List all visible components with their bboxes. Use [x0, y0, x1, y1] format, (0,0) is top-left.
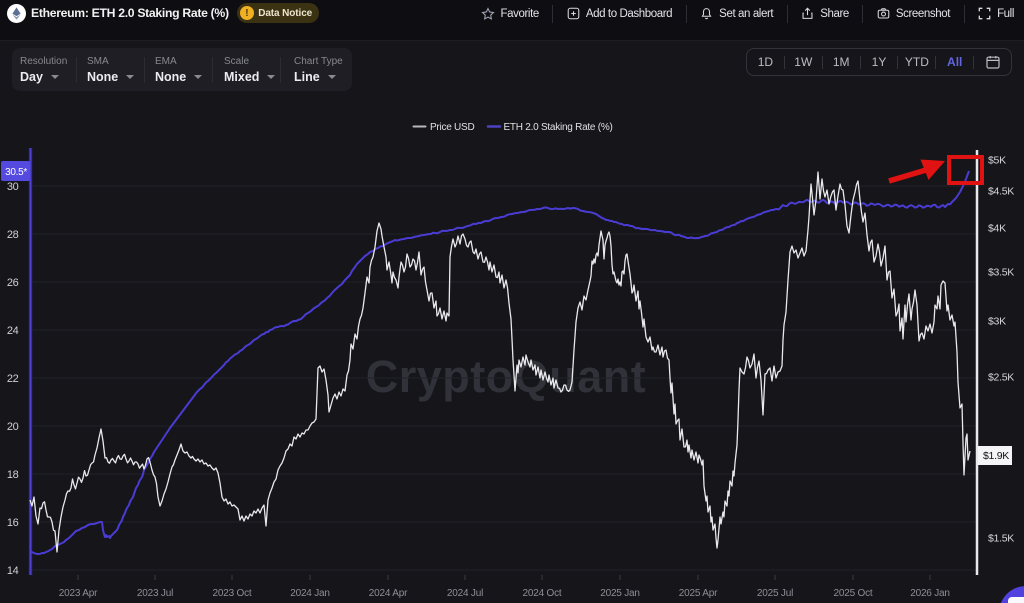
- svg-text:2024 Jul: 2024 Jul: [447, 588, 483, 599]
- svg-text:2025 Apr: 2025 Apr: [679, 588, 718, 599]
- svg-text:20: 20: [7, 421, 19, 433]
- svg-text:2024 Apr: 2024 Apr: [369, 588, 408, 599]
- svg-text:28: 28: [7, 229, 19, 241]
- svg-text:$4.5K: $4.5K: [988, 186, 1014, 198]
- svg-text:$3.5K: $3.5K: [988, 267, 1014, 279]
- svg-text:2023 Jul: 2023 Jul: [137, 588, 173, 599]
- svg-text:2024 Jan: 2024 Jan: [290, 588, 330, 599]
- svg-text:22: 22: [7, 373, 19, 385]
- svg-text:30.5*: 30.5*: [5, 167, 27, 178]
- svg-text:Price USD: Price USD: [430, 122, 474, 133]
- svg-text:2026 Jan: 2026 Jan: [910, 588, 950, 599]
- svg-text:$1.5K: $1.5K: [988, 533, 1014, 545]
- svg-text:ETH 2.0 Staking Rate (%): ETH 2.0 Staking Rate (%): [504, 122, 613, 133]
- svg-text:$5K: $5K: [988, 155, 1006, 167]
- svg-text:$3K: $3K: [988, 316, 1006, 328]
- svg-text:2025 Jul: 2025 Jul: [757, 588, 793, 599]
- svg-text:24: 24: [7, 325, 19, 337]
- svg-text:18: 18: [7, 469, 19, 481]
- svg-text:2023 Apr: 2023 Apr: [59, 588, 98, 599]
- svg-text:CryptoQuant: CryptoQuant: [366, 351, 647, 402]
- svg-text:16: 16: [7, 517, 19, 529]
- svg-text:2024 Oct: 2024 Oct: [523, 588, 562, 599]
- svg-text:$2.5K: $2.5K: [988, 372, 1014, 384]
- svg-text:2025 Jan: 2025 Jan: [600, 588, 640, 599]
- svg-text:$4K: $4K: [988, 223, 1006, 235]
- svg-text:$1.9K: $1.9K: [983, 450, 1009, 462]
- svg-text:30: 30: [7, 181, 19, 193]
- svg-text:26: 26: [7, 277, 19, 289]
- svg-text:2025 Oct: 2025 Oct: [834, 588, 873, 599]
- svg-text:14: 14: [7, 565, 19, 577]
- svg-text:2023 Oct: 2023 Oct: [213, 588, 252, 599]
